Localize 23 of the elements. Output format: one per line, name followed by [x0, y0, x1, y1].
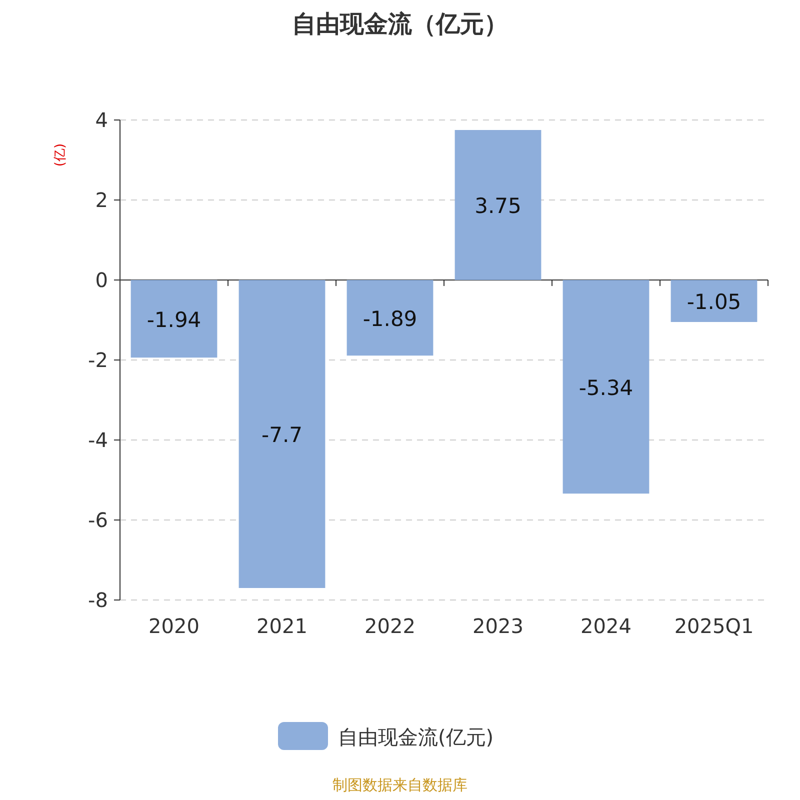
text: 制图数据来自数据库 [332, 776, 468, 794]
x-tick-label: 2021 [256, 614, 308, 638]
y-tick-label: -6 [88, 508, 108, 532]
x-tick-label: 2025Q1 [674, 614, 754, 638]
data-label: -1.89 [362, 306, 418, 331]
data-label: -5.34 [578, 376, 634, 400]
data-label: -1.94 [146, 308, 202, 332]
data-label: -1.05 [686, 290, 742, 314]
x-tick-label: 2022 [364, 614, 416, 638]
x-tick-label: 2024 [580, 614, 632, 638]
y-tick-label: -2 [88, 348, 108, 372]
y-tick-label: -8 [88, 588, 108, 612]
y-tick-label: 2 [95, 188, 108, 212]
y-tick-label: -4 [88, 428, 108, 452]
y-axis-title: (亿) [53, 143, 68, 167]
legend-label: 自由现金流(亿元) [338, 725, 494, 749]
data-label: 3.75 [474, 194, 522, 218]
data-label: -7.7 [262, 423, 302, 447]
x-tick-label: 2020 [148, 614, 200, 638]
chart-title: 自由现金流（亿元） [292, 10, 508, 38]
y-tick-label: 4 [95, 108, 108, 132]
x-tick-label: 2023 [472, 614, 524, 638]
y-tick-label: 0 [95, 268, 108, 292]
